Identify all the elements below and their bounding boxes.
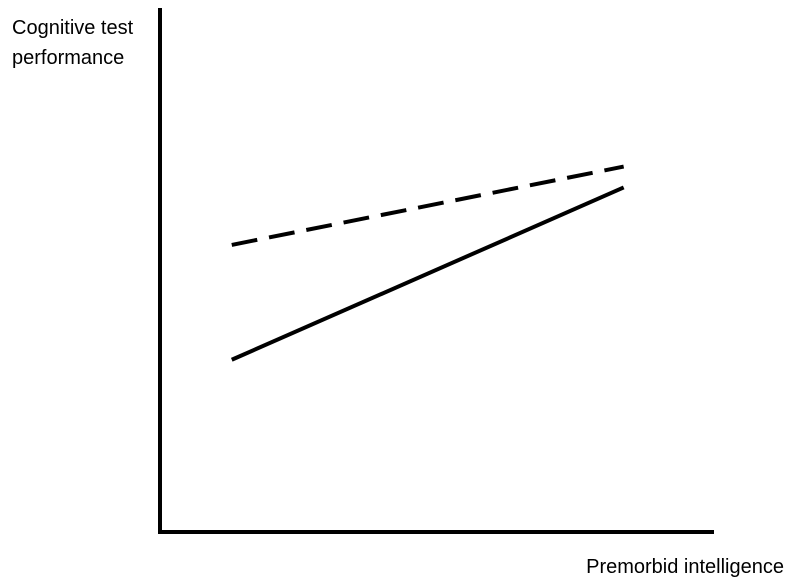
y-axis-label-line-1: Cognitive test [12,17,134,39]
series-line-1-dashed [231,164,625,247]
y-axis-label-line-2: performance [12,47,124,69]
x-axis-label: Premorbid intelligence [586,556,784,578]
chart-axes [158,8,714,534]
series-line-2-solid [230,185,625,362]
series-layer [230,164,625,362]
